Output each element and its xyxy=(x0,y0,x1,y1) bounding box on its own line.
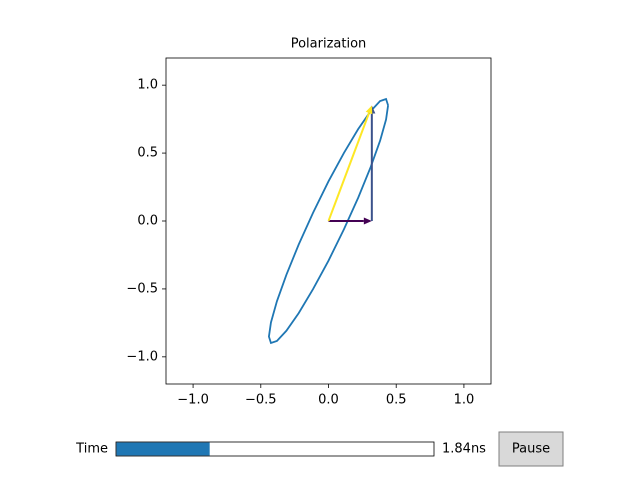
slider-value: 1.84ns xyxy=(442,442,486,457)
x-tick-label: −0.5 xyxy=(245,393,277,408)
button-label[interactable]: Pause xyxy=(512,442,550,457)
arrow-shaft xyxy=(327,112,370,222)
chart-title: Polarization xyxy=(291,37,367,52)
x-tick-label: −1.0 xyxy=(177,393,209,408)
pause-button[interactable] xyxy=(498,431,564,467)
y-tick-label: 1.0 xyxy=(137,78,158,93)
x-tick-label: 0.5 xyxy=(386,393,407,408)
slider-label: Time xyxy=(75,442,108,457)
y-tick-label: −1.0 xyxy=(126,349,158,364)
x-tick-label: 1.0 xyxy=(454,393,475,408)
arrow-head xyxy=(363,217,372,225)
x-tick-label: 0.0 xyxy=(318,393,339,408)
y-tick-label: 0.5 xyxy=(137,146,158,161)
y-tick-label: −0.5 xyxy=(126,281,158,296)
y-tick-label: 0.0 xyxy=(137,214,158,229)
ellipse-line xyxy=(267,97,389,345)
slider-fill xyxy=(116,442,210,456)
arrow-head xyxy=(365,105,373,115)
